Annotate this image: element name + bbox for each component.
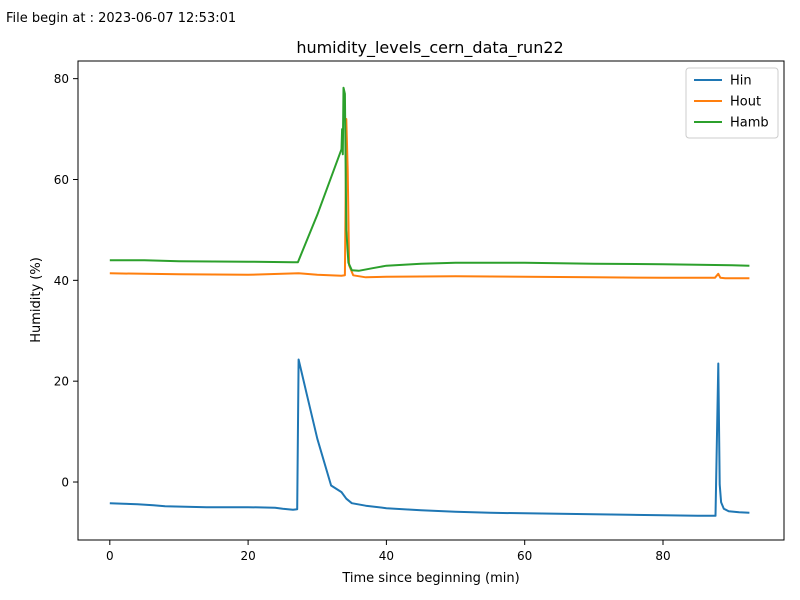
legend: Hin Hout Hamb [685,67,779,139]
series-layer [109,86,750,517]
chart-title: humidity_levels_cern_data_run22 [296,38,563,58]
series-line-hin [109,358,750,517]
legend-label-hamb: Hamb [730,116,769,131]
y-tick-label: 60 [54,173,69,187]
axes-frame [77,60,785,541]
y-tick-label: 20 [54,375,69,389]
y-tick-label: 80 [54,72,69,86]
series-line-hout [109,118,750,280]
legend-label-hout: Hout [730,95,761,110]
legend-box [685,67,779,139]
file-begin-note: File begin at : 2023-06-07 12:53:01 [6,11,237,26]
x-tick-label: 20 [240,549,255,563]
series-line-hamb [109,86,750,272]
y-tick-label: 40 [54,274,69,288]
x-axis-ticks: 0 20 40 60 80 [106,540,671,563]
x-tick-label: 0 [106,549,114,563]
x-tick-label: 40 [379,549,394,563]
y-axis-ticks: 0 20 40 60 80 [54,72,78,490]
y-tick-label: 0 [61,476,69,490]
x-tick-label: 80 [655,549,670,563]
x-tick-label: 60 [517,549,532,563]
legend-label-hin: Hin [730,74,752,89]
y-axis-label: Humidity (%) [29,257,44,343]
x-axis-label: Time since beginning (min) [341,571,519,586]
